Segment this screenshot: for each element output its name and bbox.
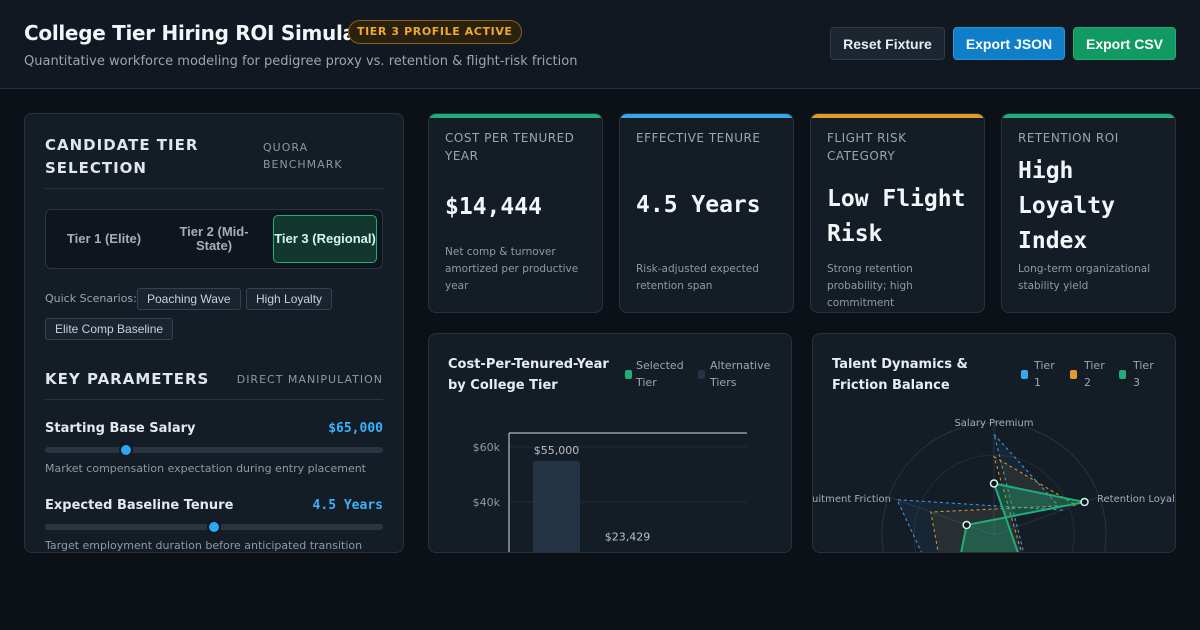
legend-swatch-tier1: [1021, 370, 1028, 379]
legend-label-tier1: Tier 1: [1034, 359, 1055, 389]
radar-point-tier3: [962, 520, 971, 530]
legend-label-alternative: Alternative Tiers: [710, 359, 771, 389]
tenure-param-value: 4.5 Years: [312, 498, 383, 513]
tenure-slider[interactable]: [45, 520, 383, 534]
kpi-card-tenure: EFFECTIVE TENURE 4.5 Years Risk-adjusted…: [619, 113, 794, 313]
bar-tier-1: [533, 460, 580, 552]
tier-selection-title: CANDIDATE TIER SELECTION: [45, 136, 199, 177]
radar-spoke: [888, 496, 995, 536]
radar-chart-title: Talent Dynamics & Friction Balance: [832, 357, 968, 393]
kpi-label: COST PER TENURED YEAR: [445, 131, 575, 163]
tenure-param-desc: Target employment duration before antici…: [45, 539, 363, 552]
kpi-card-flight-risk: FLIGHT RISK CATEGORY Low Flight Risk Str…: [810, 113, 985, 313]
kpi-desc: Strong retention probability; high commi…: [827, 263, 913, 309]
legend-swatch-tier3: [1119, 370, 1126, 379]
tenure-slider-thumb[interactable]: [207, 520, 221, 534]
salary-slider-thumb[interactable]: [119, 443, 134, 457]
benchmark-tag: QUORA BENCHMARK: [263, 141, 343, 171]
kpi-label: RETENTION ROI: [1018, 131, 1119, 145]
tier-2-option[interactable]: Tier 2 (Mid-State): [179, 224, 249, 253]
radar-axis-label: Recruitment Friction: [813, 494, 891, 505]
kpi-accent: [429, 114, 602, 118]
salary-slider[interactable]: [45, 443, 383, 457]
salary-param-label: Starting Base Salary: [45, 421, 196, 436]
tier-segmented-control: Tier 1 (Elite) Tier 2 (Mid-State) Tier 3…: [45, 209, 383, 269]
export-json-button[interactable]: Export JSON: [953, 27, 1065, 60]
kpi-value: $14,444: [445, 194, 542, 220]
export-csv-button[interactable]: Export CSV: [1073, 27, 1176, 60]
kpi-accent: [811, 114, 984, 118]
section-divider: [45, 188, 383, 189]
bar-data-label: $23,429: [605, 531, 651, 544]
kpi-card-cost: COST PER TENURED YEAR $14,444 Net comp &…: [428, 113, 603, 313]
legend-label-selected: Selected Tier: [636, 359, 684, 389]
scenario-high-loyalty[interactable]: High Loyalty: [246, 288, 333, 310]
legend-swatch-selected: [625, 370, 632, 379]
legend-label-tier2: Tier 2: [1084, 359, 1105, 389]
legend-label-tier3: Tier 3: [1133, 359, 1154, 389]
kpi-accent: [1002, 114, 1175, 118]
kpi-desc: Risk-adjusted expected retention span: [636, 263, 759, 292]
bar-data-label: $55,000: [534, 444, 580, 457]
radar-axis-label: Retention Loyalty: [1097, 494, 1176, 505]
tier-status-badge: TIER 3 PROFILE ACTIVE: [348, 20, 522, 44]
kpi-value: High Loyalty Index: [1018, 158, 1115, 254]
kpi-label: FLIGHT RISK CATEGORY: [827, 131, 907, 163]
app-header: College Tier Hiring ROI Simulator TIER 3…: [0, 0, 1200, 89]
kpi-desc: Net comp & turnover amortized per produc…: [445, 246, 579, 292]
tenure-param-label: Expected Baseline Tenure: [45, 498, 234, 513]
cost-per-year-chart-card: Cost-Per-Tenured-Year by College Tier Se…: [428, 333, 792, 553]
radar-point-tier3: [989, 479, 999, 488]
salary-param-desc: Market compensation expectation during e…: [45, 462, 366, 475]
kpi-value: 4.5 Years: [636, 192, 761, 218]
tier-1-option[interactable]: Tier 1 (Elite): [66, 231, 142, 246]
radar-point-tier3: [1080, 497, 1089, 507]
talent-dynamics-chart-card: Talent Dynamics & Friction Balance Tier …: [812, 333, 1176, 553]
direct-manipulation-tag: DIRECT MANIPULATION: [236, 373, 383, 386]
app-subtitle: Quantitative workforce modeling for pedi…: [24, 54, 578, 69]
kpi-accent: [620, 114, 793, 118]
tenure-slider-fill: [45, 524, 214, 530]
bar-chart-title: Cost-Per-Tenured-Year by College Tier: [448, 357, 609, 393]
salary-param-value: $65,000: [328, 421, 383, 436]
kpi-card-retention-roi: RETENTION ROI High Loyalty Index Long-te…: [1001, 113, 1176, 313]
legend-swatch-tier2: [1070, 370, 1077, 379]
y-tick-label: $40k: [473, 496, 501, 509]
reset-fixture-button[interactable]: Reset Fixture: [830, 27, 945, 60]
kpi-label: EFFECTIVE TENURE: [636, 131, 761, 145]
radar-chart-svg: Salary Premium Retention Loyalty Recruit…: [813, 418, 1176, 552]
radar-series-tier3: [960, 482, 1085, 552]
radar-series-tier1: [896, 433, 1064, 552]
salary-slider-fill: [45, 447, 127, 453]
scenario-elite-comp-baseline[interactable]: Elite Comp Baseline: [45, 318, 174, 340]
control-panel: CANDIDATE TIER SELECTION QUORA BENCHMARK…: [24, 113, 404, 553]
kpi-desc: Long-term organizational stability yield: [1018, 263, 1151, 292]
y-tick-label: $60k: [473, 441, 501, 454]
quick-scenarios-label: Quick Scenarios:: [45, 292, 137, 305]
tier-3-option[interactable]: Tier 3 (Regional): [273, 215, 377, 263]
bar-chart-svg: $60k $40k $55,000 $23,429: [473, 432, 747, 552]
kpi-value: Low Flight Risk: [827, 186, 966, 247]
legend-swatch-alternative: [698, 370, 705, 379]
key-parameters-title: KEY PARAMETERS: [45, 370, 210, 388]
section-divider: [45, 399, 383, 400]
scenario-poaching-wave[interactable]: Poaching Wave: [137, 288, 241, 310]
app-title: College Tier Hiring ROI Simulator: [24, 21, 389, 45]
